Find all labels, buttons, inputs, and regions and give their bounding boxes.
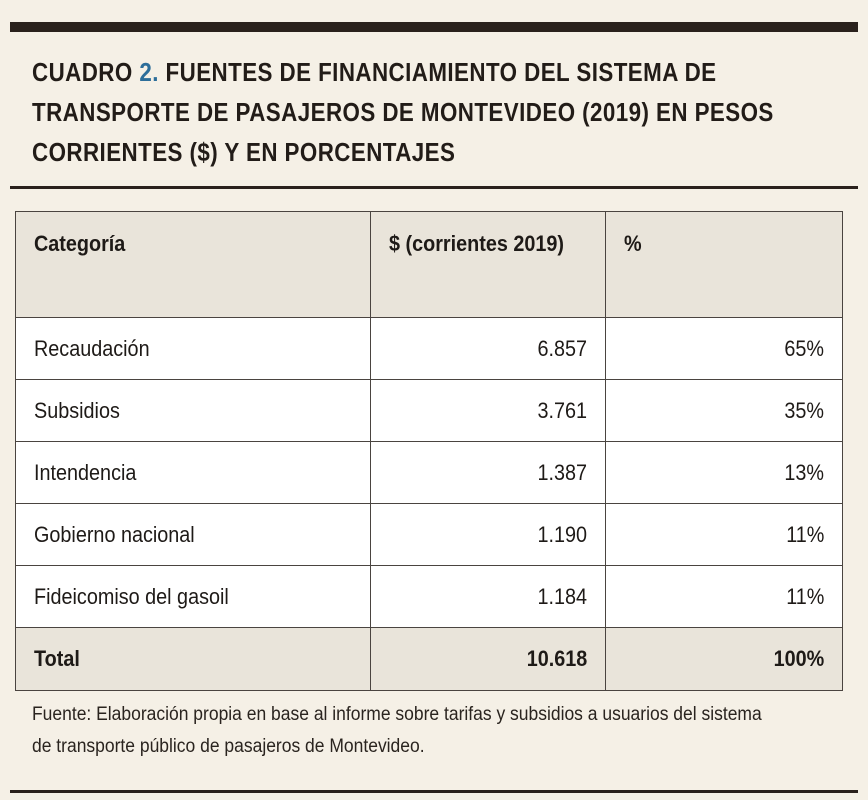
title-prefix: CUADRO [32,57,133,87]
row-amount: 3.761 [369,379,607,442]
row-category: Recaudación [15,317,371,380]
table-row: Subsidios 3.761 35% [15,379,843,442]
title-line-3: CORRIENTES ($) Y EN PORCENTAJES [32,137,456,167]
table-row: Intendencia 1.387 13% [15,441,843,504]
table-row: Recaudación 6.857 65% [15,317,843,380]
table-title: CUADRO 2. FUENTES DE FINANCIAMIENTO DEL … [32,52,774,172]
row-percent: 35% [605,379,843,442]
row-category: Subsidios [15,379,371,442]
header-category: Categoría [15,211,371,318]
table-row: Gobierno nacional 1.190 11% [15,503,843,566]
row-percent: 13% [605,441,843,504]
row-category: Gobierno nacional [15,503,371,566]
title-text-1: FUENTES DE FINANCIAMIENTO DEL SISTEMA DE [165,57,717,87]
row-category: Intendencia [15,441,371,504]
source-note: Fuente: Elaboración propia en base al in… [32,704,762,757]
table-row: Fideicomiso del gasoil 1.184 11% [15,565,843,628]
bottom-rule [10,790,858,793]
row-amount: 6.857 [369,317,607,380]
total-amount: 10.618 [369,627,607,691]
title-line-2: TRANSPORTE DE PASAJEROS DE MONTEVIDEO (2… [32,97,774,127]
row-amount: 1.184 [369,565,607,628]
row-amount: 1.190 [369,503,607,566]
row-amount: 1.387 [369,441,607,504]
title-line-1: CUADRO 2. FUENTES DE FINANCIAMIENTO DEL … [32,52,737,92]
row-percent: 11% [605,503,843,566]
table-header-row: Categoría $ (corrientes 2019) % [15,211,843,318]
top-rule [10,22,858,32]
total-percent: 100% [605,627,843,691]
row-category: Fideicomiso del gasoil [15,565,371,628]
table-number: 2. [139,57,159,87]
row-percent: 65% [605,317,843,380]
row-percent: 11% [605,565,843,628]
header-amount: $ (corrientes 2019) [369,211,607,318]
financing-table: Categoría $ (corrientes 2019) % Recaudac… [15,211,843,691]
total-row: Total 10.618 100% [15,627,843,691]
total-label: Total [15,627,371,691]
header-percent: % [605,211,843,318]
title-rule [10,186,858,189]
